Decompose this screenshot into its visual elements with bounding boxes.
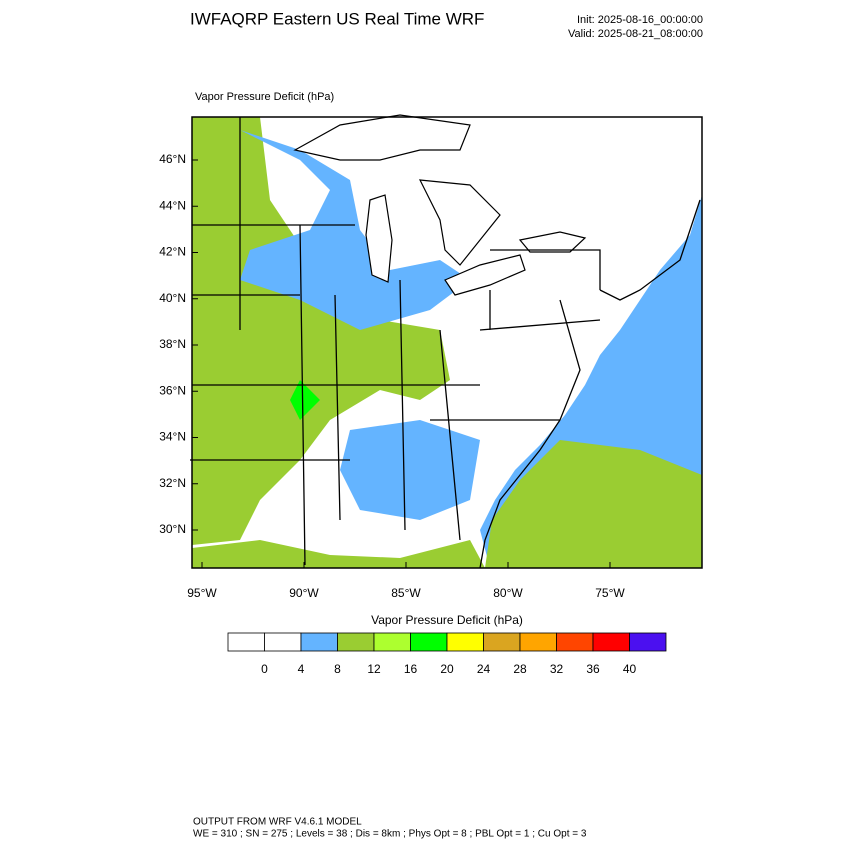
colorbar-label: 12: [367, 662, 381, 676]
colorbar-box: [300, 632, 338, 652]
plot-title: Vapor Pressure Deficit (hPa): [195, 91, 334, 103]
colorbar-box: [227, 632, 265, 652]
colorbar-box: [629, 632, 667, 652]
colorbar-box: [483, 632, 521, 652]
lon-labels: 95°W 90°W 85°W 80°W 75°W: [187, 562, 625, 600]
title: IWFAQRP Eastern US Real Time WRF: [190, 9, 484, 28]
colorbar-label: 28: [513, 662, 527, 676]
colorbar-box: [519, 632, 557, 652]
colorbar-box: [556, 632, 594, 652]
borders: [190, 117, 701, 569]
lat-label: 34°N: [159, 430, 186, 444]
colorbar-label: 40: [623, 662, 637, 676]
coastline: [479, 199, 701, 569]
lake: [365, 194, 393, 283]
lon-label: 90°W: [289, 586, 319, 600]
lat-label: 40°N: [159, 291, 186, 305]
colorbar-box: [373, 632, 411, 652]
map-frame: [191, 116, 703, 569]
lake: [444, 254, 526, 296]
colorbar-box: [410, 632, 448, 652]
map: [190, 114, 703, 569]
state-border: [190, 117, 601, 566]
lon-label: 75°W: [595, 586, 625, 600]
lat-label: 44°N: [159, 198, 186, 212]
footer-line: WE = 310 ; SN = 275 ; Levels = 38 ; Dis …: [193, 829, 587, 840]
colorbar-label: 32: [550, 662, 564, 676]
lat-label: 32°N: [159, 476, 186, 490]
colorbar-label: 24: [477, 662, 491, 676]
colorbar-label: 8: [334, 662, 341, 676]
colorbar-label: 4: [298, 662, 305, 676]
init-time: Init: 2025-08-16_00:00:00: [577, 14, 703, 26]
colorbar-box: [446, 632, 484, 652]
lon-label: 80°W: [493, 586, 523, 600]
vpd-gulf: [192, 540, 485, 568]
vpd-ocean: [485, 440, 702, 568]
colorbar-label: 0: [261, 662, 268, 676]
lat-label: 38°N: [159, 337, 186, 351]
vpd-region: [240, 130, 470, 330]
lake: [293, 114, 471, 161]
lat-labels: 46°N 44°N 42°N 40°N 38°N 36°N 34°N 32°N 30°N: [159, 152, 198, 536]
colorbar-box: [592, 632, 630, 652]
valid-time: Valid: 2025-08-21_08:00:00: [568, 28, 703, 40]
lat-label: 42°N: [159, 245, 186, 259]
footer-line: OUTPUT FROM WRF V4.6.1 MODEL: [193, 817, 362, 828]
lon-label: 85°W: [391, 586, 421, 600]
lake: [418, 179, 501, 266]
colorbar: 0 4 8 12 16 20 24 28 32 36 40: [227, 632, 667, 676]
colorbar-box: [337, 632, 375, 652]
lat-label: 30°N: [159, 522, 186, 536]
colorbar-title: Vapor Pressure Deficit (hPa): [371, 613, 523, 627]
colorbar-label: 36: [586, 662, 600, 676]
colorbar-label: 20: [440, 662, 454, 676]
vpd-region: [192, 117, 450, 545]
vpd-region: [340, 420, 480, 520]
lat-label: 36°N: [159, 383, 186, 397]
vpd-region: [330, 340, 440, 385]
lon-label: 95°W: [187, 586, 217, 600]
vpd-region: [290, 380, 320, 420]
lat-label: 46°N: [159, 152, 186, 166]
colorbar-box: [264, 632, 302, 652]
great-lakes: [293, 114, 587, 296]
colorbar-label: 16: [404, 662, 418, 676]
